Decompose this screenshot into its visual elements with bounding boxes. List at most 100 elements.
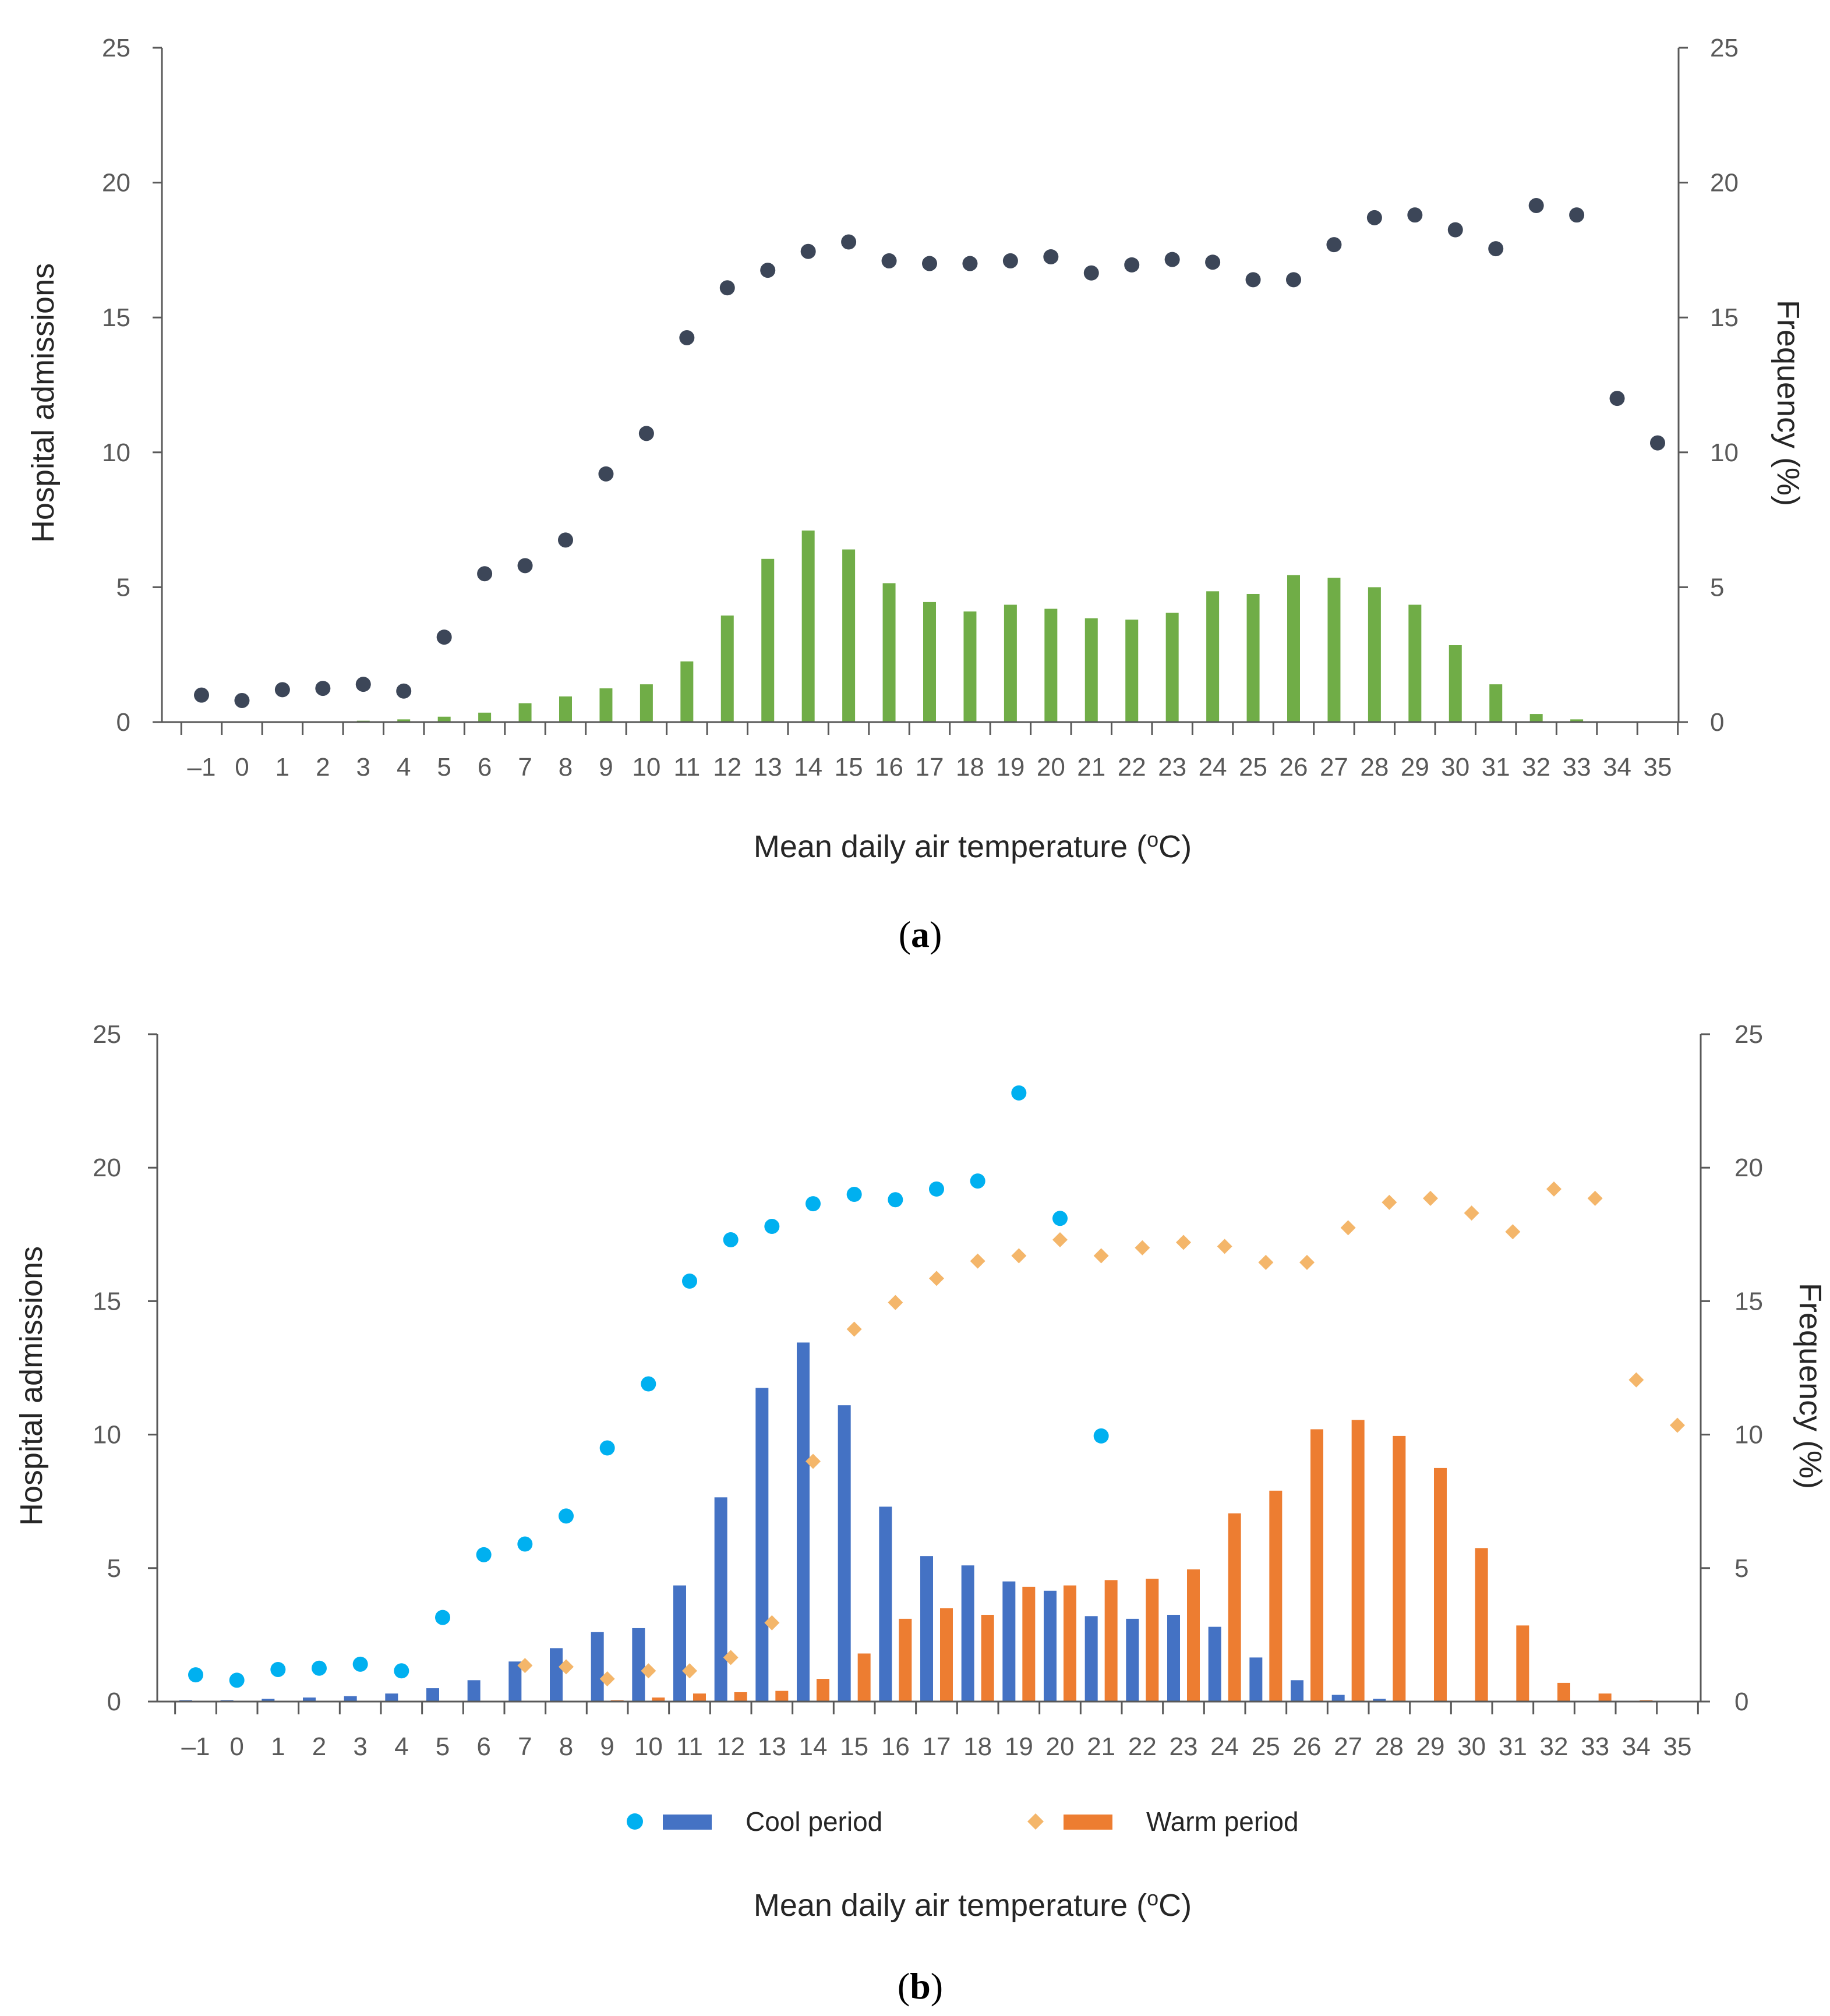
x-tick-label: 16	[875, 753, 903, 781]
x-tick-label: 20	[1037, 753, 1065, 781]
data-point	[682, 1274, 697, 1289]
bar	[467, 1680, 481, 1702]
data-point-diamond	[1628, 1372, 1644, 1388]
data-point	[806, 1196, 821, 1212]
bar	[591, 1632, 604, 1702]
x-tick-label: 30	[1457, 1732, 1486, 1761]
x-tick-label: 12	[713, 753, 741, 781]
bar	[1598, 1693, 1612, 1702]
x-tick-label: 9	[600, 1732, 614, 1761]
data-point	[396, 683, 412, 699]
bar	[761, 558, 775, 722]
x-tick-label: 28	[1360, 753, 1389, 781]
data-point	[1650, 435, 1665, 451]
bar	[981, 1615, 994, 1702]
data-point	[1052, 1211, 1068, 1226]
bar	[1331, 1695, 1345, 1702]
data-point-diamond	[1217, 1239, 1232, 1254]
bar	[262, 1699, 275, 1702]
bar	[1529, 714, 1543, 722]
legend-warm-diamond	[1027, 1813, 1044, 1830]
data-point-diamond	[929, 1271, 944, 1286]
left-y-tick-label: 10	[102, 438, 130, 467]
bar	[1291, 1680, 1303, 1702]
bar	[1351, 1420, 1365, 1702]
data-point-diamond	[1670, 1417, 1685, 1433]
bar	[1570, 719, 1584, 722]
x-tick-label: 15	[835, 753, 863, 781]
bar	[478, 712, 492, 722]
x-tick-label: 20	[1046, 1732, 1075, 1761]
bar	[1064, 1585, 1076, 1702]
data-point-diamond	[1299, 1254, 1315, 1270]
data-point-diamond	[599, 1671, 615, 1687]
data-point	[1609, 391, 1625, 406]
x-tick-label: 27	[1334, 1732, 1362, 1761]
right-y-tick-label: 5	[1734, 1554, 1748, 1583]
x-tick-label: 5	[436, 1732, 450, 1761]
x-tick-label: 22	[1118, 753, 1146, 781]
data-point-diamond	[1011, 1248, 1027, 1264]
data-point-diamond	[1464, 1205, 1479, 1221]
bar	[397, 719, 411, 722]
panel-label-b: (b)	[898, 1965, 943, 2007]
left-y-tick-label: 25	[93, 1020, 121, 1049]
bar	[899, 1618, 912, 1702]
data-point	[312, 1660, 327, 1676]
data-point-diamond	[1505, 1224, 1521, 1240]
x-tick-label: –1	[188, 753, 216, 781]
bar	[1146, 1579, 1159, 1702]
data-point	[1569, 207, 1585, 223]
data-point	[274, 682, 290, 698]
x-tick-label: 27	[1320, 753, 1348, 781]
right-y-tick-label: 0	[1734, 1688, 1748, 1716]
data-point-diamond	[806, 1453, 821, 1469]
data-point-diamond	[559, 1659, 574, 1675]
bar	[1516, 1625, 1529, 1702]
x-tick-label: 4	[394, 1732, 408, 1761]
data-point	[1366, 210, 1382, 225]
x-tick-label: 18	[963, 1732, 992, 1761]
data-point-diamond	[846, 1321, 862, 1337]
bar	[923, 602, 936, 722]
x-axis-label: Mean daily air temperature (oC)	[754, 1886, 1192, 1923]
data-point	[1245, 272, 1261, 288]
data-point-diamond	[723, 1650, 739, 1665]
data-point	[846, 1187, 862, 1202]
bar	[1408, 604, 1422, 722]
x-tick-label: 10	[634, 1732, 663, 1761]
x-tick-label: 33	[1581, 1732, 1609, 1761]
data-point	[476, 1547, 492, 1562]
x-tick-label: 3	[353, 1732, 367, 1761]
x-tick-label: 6	[476, 1732, 490, 1761]
bar	[1449, 645, 1462, 722]
x-tick-label: 30	[1441, 753, 1469, 781]
bar	[1044, 1590, 1057, 1702]
data-point	[394, 1663, 409, 1679]
legend-warm-label: Warm period	[1146, 1806, 1299, 1837]
data-point	[638, 426, 654, 441]
bar	[1104, 1580, 1118, 1702]
left-y-tick-label: 5	[116, 573, 130, 602]
left-y-tick-label: 15	[93, 1287, 121, 1315]
x-tick-label: 5	[437, 753, 451, 781]
bar	[1393, 1435, 1406, 1702]
x-tick-label: 29	[1416, 1732, 1445, 1761]
bar	[673, 1585, 686, 1702]
bar	[1287, 575, 1300, 722]
x-tick-label: 34	[1622, 1732, 1651, 1761]
bar	[559, 696, 572, 722]
data-point	[234, 692, 250, 708]
x-tick-label: 2	[312, 1732, 326, 1761]
left-y-tick-label: 20	[102, 169, 130, 197]
bar	[1165, 613, 1179, 722]
bar	[599, 688, 613, 722]
x-tick-label: 1	[275, 753, 289, 781]
bar	[652, 1697, 665, 1702]
x-tick-label: 7	[518, 753, 532, 781]
data-point	[436, 629, 452, 645]
left-axis-label: Hospital admissions	[26, 263, 61, 543]
bar	[720, 616, 734, 722]
x-tick-label: 24	[1210, 1732, 1239, 1761]
left-y-tick-label: 10	[93, 1421, 121, 1449]
